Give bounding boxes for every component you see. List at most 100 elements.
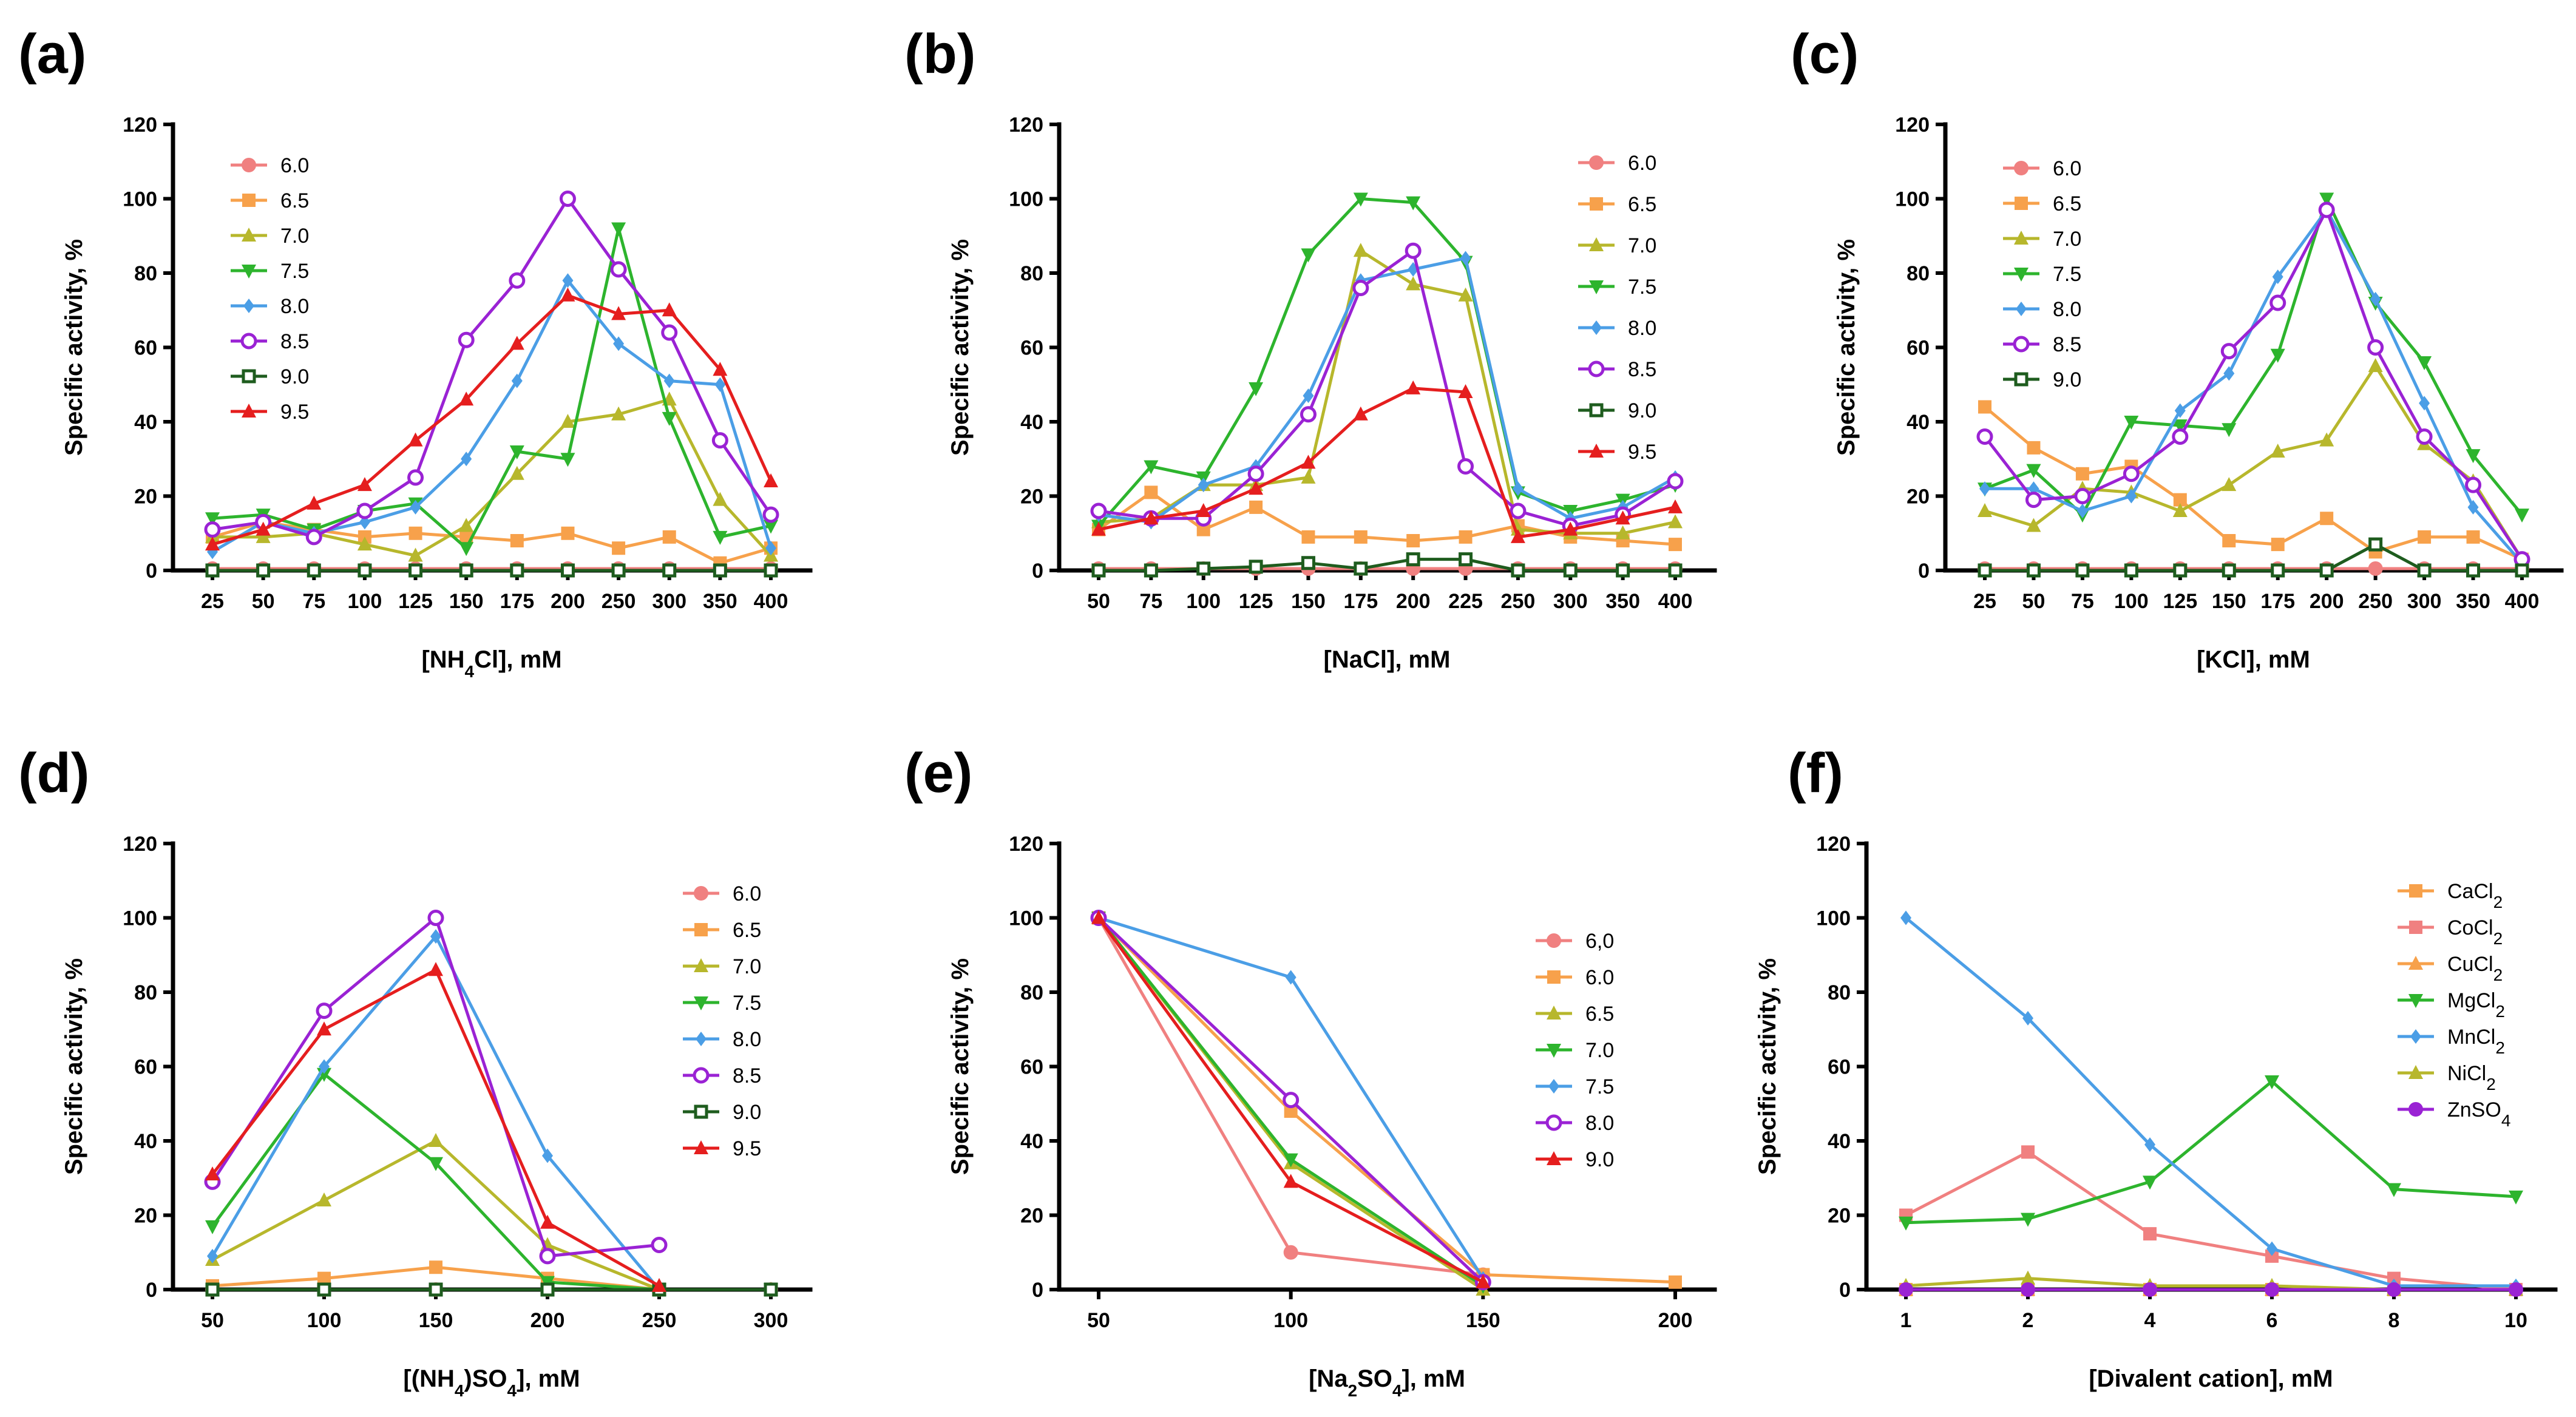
data-point	[764, 563, 778, 578]
data-point	[1669, 1275, 1682, 1289]
data-point	[205, 563, 220, 578]
x-tick-label: 50	[1087, 590, 1110, 613]
series-line	[1098, 257, 1676, 524]
data-point	[2074, 488, 2091, 504]
x-tick-label: 100	[1273, 1309, 1308, 1332]
data-point	[2318, 201, 2335, 218]
y-tick-label: 40	[1907, 411, 1930, 434]
legend-item: 7.0	[231, 225, 309, 248]
data-point	[2026, 464, 2041, 478]
legend-marker	[2014, 161, 2029, 175]
x-tick-label: 175	[1343, 590, 1378, 613]
data-point	[205, 1166, 220, 1181]
x-tick-label: 100	[348, 590, 382, 613]
data-point	[1198, 478, 1209, 493]
legend-item: MgCl2	[2398, 989, 2505, 1021]
x-tick-label: 50	[2022, 590, 2046, 613]
legend-item: 7.0	[1578, 234, 1656, 257]
data-point	[1406, 276, 1421, 291]
panel-letter: (f)	[1788, 742, 1843, 804]
data-point	[307, 563, 321, 578]
data-point	[2173, 493, 2187, 507]
data-point	[509, 272, 526, 289]
data-point	[1405, 242, 1422, 259]
y-tick-label: 100	[1895, 188, 1930, 211]
y-axis-title: Specific activity, %	[947, 239, 974, 456]
legend-label: 6.0	[733, 882, 761, 905]
data-point	[2025, 492, 2042, 509]
data-point	[357, 536, 372, 551]
data-point	[408, 547, 423, 562]
legend-label: 9.0	[280, 365, 309, 388]
legend-label: NiCl2	[2447, 1062, 2496, 1094]
legend-label: 7.0	[1585, 1039, 1614, 1062]
y-tick-label: 20	[1020, 1205, 1043, 1228]
data-point	[458, 331, 475, 348]
legend-marker	[1545, 1114, 1562, 1131]
y-tick-label: 60	[134, 337, 157, 360]
series-CoCl2	[1899, 1145, 2523, 1296]
data-point	[2026, 518, 2041, 532]
data-point	[2417, 563, 2432, 578]
data-point	[2027, 441, 2041, 455]
series-line	[1984, 405, 2523, 561]
data-point	[2021, 1282, 2035, 1297]
x-tick-label: 300	[2407, 590, 2442, 613]
legend-label: 6.0	[1628, 152, 1656, 175]
data-point	[1458, 287, 1473, 302]
data-point	[1196, 522, 1210, 536]
series-9.0	[1978, 537, 2529, 578]
legend-marker	[1589, 403, 1604, 418]
series-MgCl2	[1899, 1075, 2523, 1231]
legend-label: 7.5	[1628, 276, 1656, 299]
panel-letter: (e)	[904, 742, 972, 804]
series-6.0	[1978, 561, 2529, 576]
data-point	[1196, 503, 1211, 517]
legend-label: 6.5	[2053, 192, 2081, 215]
y-tick-label: 0	[146, 1279, 157, 1302]
data-point	[2270, 348, 2285, 363]
y-tick-label: 120	[1816, 833, 1851, 856]
legend-marker	[694, 1104, 708, 1119]
legend-item: 9.5	[1578, 441, 1656, 464]
data-point	[2265, 1249, 2279, 1263]
data-point	[1978, 563, 1992, 578]
legend-label: 7.5	[2053, 263, 2081, 286]
legend-item: 8.0	[1536, 1112, 1614, 1135]
legend-item: 8.0	[2003, 298, 2081, 321]
data-point	[1301, 469, 1316, 484]
legend-marker	[2016, 302, 2027, 316]
data-point	[661, 324, 678, 341]
data-point	[1563, 521, 1578, 536]
legend-item: 8.5	[231, 330, 309, 353]
legend-item: 6.0	[2003, 157, 2081, 180]
y-tick-label: 120	[123, 833, 157, 856]
data-point	[2021, 1212, 2035, 1227]
data-point	[1460, 251, 1471, 266]
data-point	[1249, 481, 1264, 495]
x-tick-label: 200	[2310, 590, 2344, 613]
data-point	[2172, 503, 2188, 517]
series-line	[1984, 364, 2524, 560]
legend-marker	[242, 158, 256, 172]
y-tick-label: 100	[123, 188, 157, 211]
x-axis-title: [Divalent cation], mM	[2089, 1365, 2333, 1392]
x-tick-label: 25	[1973, 590, 1996, 613]
x-tick-label: 225	[1448, 590, 1483, 613]
legend-item: 8.5	[683, 1064, 761, 1087]
data-point	[1285, 970, 1296, 985]
x-tick-label: 300	[652, 590, 686, 613]
legend-label: 8.5	[280, 330, 309, 353]
data-point	[560, 453, 575, 467]
data-point	[1668, 499, 1683, 513]
legend-marker	[2409, 921, 2422, 934]
x-tick-label: 10	[2504, 1309, 2527, 1332]
series-line	[1097, 490, 1676, 546]
series-ZnSO4	[1899, 1282, 2523, 1297]
legend-label: 7.0	[2053, 228, 2081, 251]
x-tick-label: 350	[2456, 590, 2490, 613]
series-8.0	[1093, 251, 1681, 530]
data-point	[1301, 556, 1315, 570]
data-point	[1353, 243, 1368, 257]
